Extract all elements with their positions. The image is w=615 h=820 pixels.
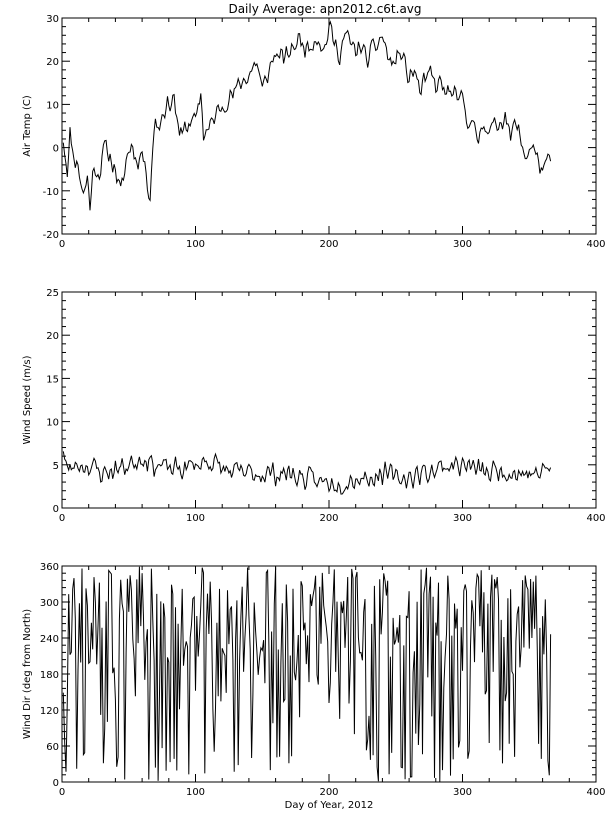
y-tick-label: 10	[46, 418, 59, 429]
panel-1: 0 100 200 300 400 -20 -10 0 10 20 30 Air Temp (C)	[22, 14, 606, 250]
x-tick-label: 400	[586, 513, 605, 524]
x-tick-label: 0	[59, 513, 65, 524]
y-tick-label: 360	[40, 562, 59, 573]
series-line	[62, 20, 552, 211]
x-tick-label: 100	[186, 239, 205, 250]
series-line	[62, 451, 552, 495]
y-tick-label: 0	[53, 778, 59, 789]
x-tick-label: 0	[59, 787, 65, 798]
y-tick-label: 15	[46, 374, 59, 385]
y-tick-label: 10	[46, 100, 59, 111]
x-axis-label: Day of Year, 2012	[285, 800, 374, 811]
y-tick-label: -10	[43, 187, 59, 198]
x-tick-label: 300	[453, 239, 472, 250]
y-tick-label: 0	[53, 144, 59, 155]
panel-2: 0 100 200 300 400 0 5 10 15 20 25 Wind Speed (m/s)	[22, 288, 606, 524]
x-tick-label: 100	[186, 513, 205, 524]
x-tick-label: 400	[586, 239, 605, 250]
plot-frame	[61, 291, 597, 509]
y-tick-label: 0	[53, 504, 59, 515]
y-axis-label: Air Temp (C)	[22, 95, 33, 157]
x-tick-label: 0	[59, 239, 65, 250]
x-tick-label: 300	[453, 513, 472, 524]
x-tick-label: 400	[586, 787, 605, 798]
y-tick-label: 20	[46, 57, 59, 68]
y-tick-label: 240	[40, 634, 59, 645]
y-tick-label: -20	[43, 230, 59, 241]
x-tick-label: 200	[319, 787, 338, 798]
x-tick-label: 300	[453, 787, 472, 798]
chart-title: Daily Average: apn2012.c6t.avg	[228, 2, 421, 16]
y-tick-label: 60	[46, 742, 59, 753]
y-tick-label: 5	[53, 461, 59, 472]
y-tick-label: 180	[40, 670, 59, 681]
x-tick-label: 100	[186, 787, 205, 798]
y-tick-label: 300	[40, 598, 59, 609]
y-axis-label: Wind Dir (deg from North)	[22, 609, 33, 739]
y-tick-label: 25	[46, 288, 59, 299]
y-tick-label: 120	[40, 706, 59, 717]
panel-3: 0 100 200 300 400 0 60 120 180 240 300 360 Wind Dir …	[22, 562, 606, 811]
x-tick-label: 200	[319, 513, 338, 524]
series-line	[62, 566, 552, 782]
y-axis-label: Wind Speed (m/s)	[22, 355, 33, 444]
x-tick-label: 200	[319, 239, 338, 250]
y-tick-label: 20	[46, 331, 59, 342]
y-tick-label: 30	[46, 14, 59, 25]
